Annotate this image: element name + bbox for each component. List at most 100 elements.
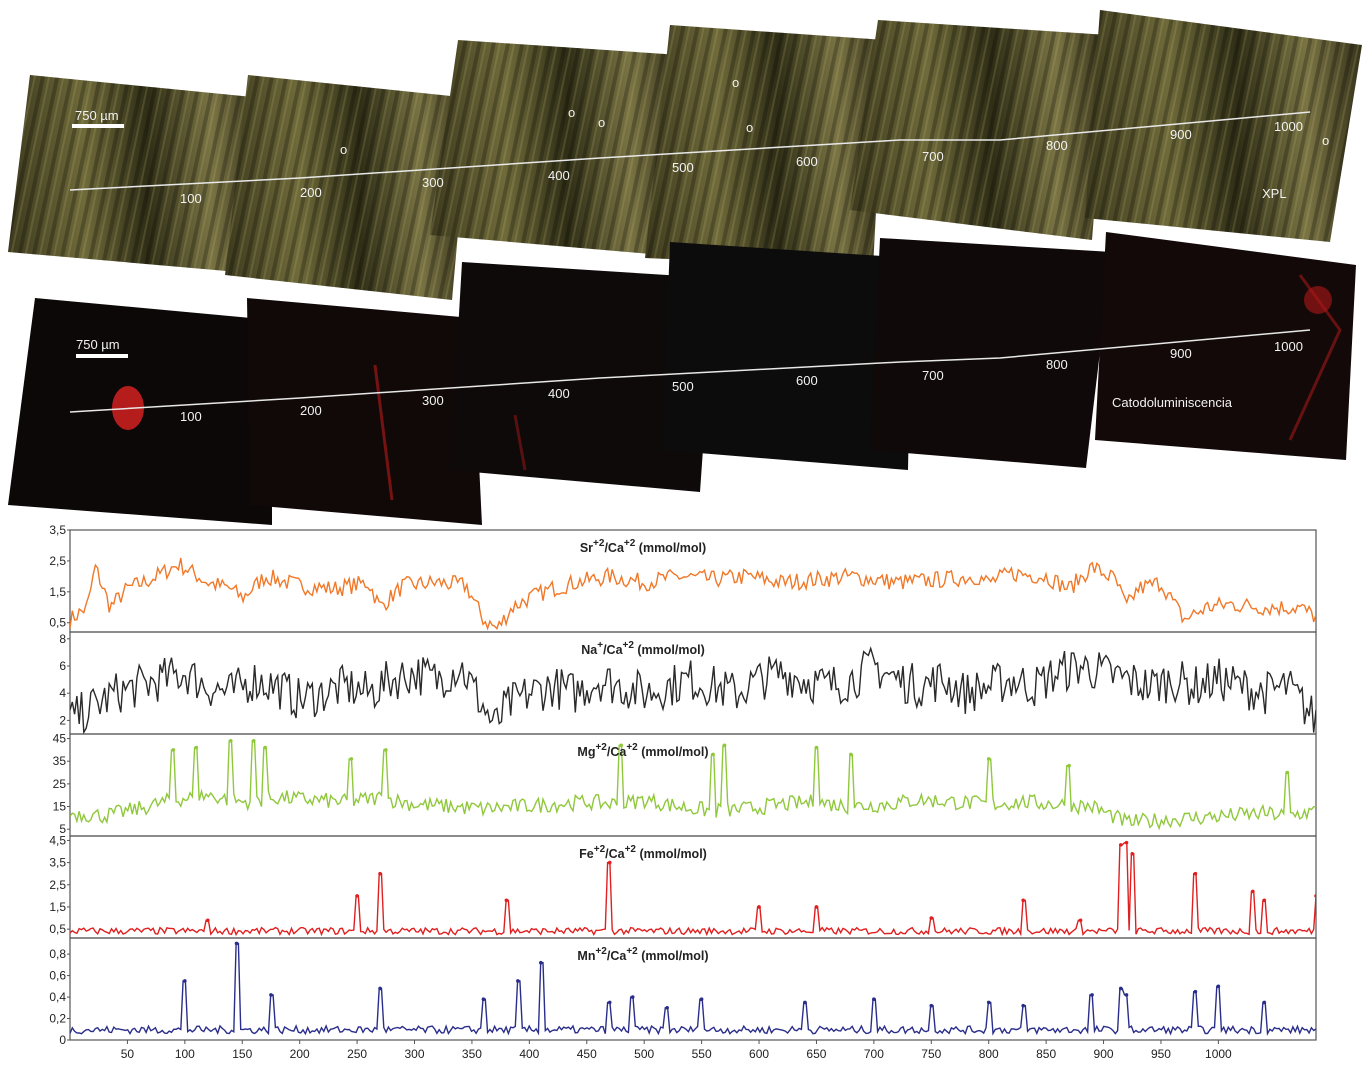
sample-mark: o <box>340 142 347 157</box>
panel-title-mg: Mg+2/Ca+2 (mmol/mol) <box>577 742 708 759</box>
y-tick-label: 1,5 <box>49 900 66 914</box>
xpl-label-100: 100 <box>180 191 202 206</box>
spike-point <box>1193 989 1198 994</box>
spike-point <box>206 918 210 923</box>
y-tick-label: 0,8 <box>49 947 66 961</box>
spike-point <box>1285 770 1290 775</box>
spike-point <box>228 739 233 743</box>
spike-point <box>504 898 509 903</box>
x-tick-label: 150 <box>232 1047 252 1061</box>
y-tick-label: 0,2 <box>49 1012 66 1026</box>
spike-point <box>607 860 612 865</box>
spike-point <box>803 1000 807 1005</box>
xpl-label-900: 900 <box>1170 127 1192 142</box>
panel-title-sr: Sr+2/Ca+2 (mmol/mol) <box>580 538 706 555</box>
spike-point <box>269 993 273 997</box>
cl-label: Catodoluminiscencia <box>1112 395 1233 410</box>
series-line-fe <box>70 842 1316 937</box>
x-tick-label: 900 <box>1094 1047 1114 1061</box>
xpl-traverse-line <box>69 111 1311 191</box>
y-tick-label: 3,5 <box>49 856 66 870</box>
cl-scale-bar <box>76 354 128 358</box>
x-tick-label: 850 <box>1036 1047 1056 1061</box>
photomicrograph-mosaic: 750 µm 750 µm 100 200 300 400 500 600 70… <box>8 10 1362 525</box>
y-tick-label: 25 <box>53 777 67 791</box>
spike-point <box>1118 843 1123 847</box>
spike-point <box>607 1000 612 1005</box>
cl-distance-labels: 100 200 300 400 500 600 700 800 900 1000 <box>180 339 1303 424</box>
spike-point <box>1021 1003 1025 1008</box>
spike-point <box>699 997 704 1001</box>
spike-point <box>378 986 382 991</box>
cl-label-1000: 1000 <box>1274 339 1303 354</box>
spike-point <box>722 743 727 748</box>
y-tick-label: 3,5 <box>49 523 66 537</box>
panel-title-na: Na+/Ca+2 (mmol/mol) <box>581 640 705 657</box>
panel-fe: 4,5 3,5 2,5 1,5 0,5 Fe+2/Ca+2 (mmol/mol) <box>49 833 1317 939</box>
xpl-distance-labels: 100 200 300 400 500 600 700 800 900 1000 <box>180 119 1303 206</box>
spike-point <box>194 745 199 750</box>
spike-point <box>539 960 543 965</box>
x-tick-label: 50 <box>121 1047 135 1061</box>
series-line-mg <box>70 740 1316 831</box>
panel-na: 8 6 4 2 Na+/Ca+2 (mmol/mol) <box>59 631 1317 735</box>
y-tick-label: 4,5 <box>49 833 66 847</box>
spike-point <box>929 916 934 920</box>
spike-point <box>665 1005 669 1010</box>
spike-point <box>1118 986 1123 991</box>
xpl-label-300: 300 <box>422 175 444 190</box>
spike-point <box>1216 984 1221 989</box>
xpl-label: XPL <box>1262 186 1287 201</box>
geochem-profiles-chart: 3,5 2,5 1,5 0,5 Sr+2/Ca+2 (mmol/mol) 8 6 4 2 Na+/… <box>49 523 1317 1061</box>
cl-label-900: 900 <box>1170 346 1192 361</box>
spike-point <box>630 995 635 999</box>
cl-label-500: 500 <box>672 379 694 394</box>
x-tick-label: 950 <box>1151 1047 1171 1061</box>
spike-point <box>1262 1000 1267 1005</box>
panel-mn: 0,8 0,6 0,4 0,2 0 Mn+2/Ca+2 (mmol/mol) <box>49 937 1317 1047</box>
xpl-label-200: 200 <box>300 185 322 200</box>
spike-point <box>929 1003 934 1008</box>
spike-point <box>1124 993 1129 997</box>
y-tick-label: 15 <box>53 800 67 814</box>
xpl-label-700: 700 <box>922 149 944 164</box>
x-tick-label: 800 <box>979 1047 999 1061</box>
y-tick-label: 6 <box>59 659 66 673</box>
spike-point <box>1262 898 1267 903</box>
x-tick-label: 700 <box>864 1047 884 1061</box>
spike-point <box>481 997 486 1001</box>
sample-mark: o <box>1322 133 1329 148</box>
spike-point <box>1314 894 1316 898</box>
y-tick-label: 1,5 <box>49 585 66 599</box>
y-tick-label: 35 <box>53 754 67 768</box>
spike-point <box>1078 918 1083 923</box>
x-tick-label: 1000 <box>1205 1047 1232 1061</box>
cl-label-400: 400 <box>548 386 570 401</box>
spike-point <box>234 941 239 946</box>
spike-point <box>1130 851 1135 856</box>
series-line-sr <box>70 557 1316 631</box>
spike-point <box>384 748 388 752</box>
spike-point <box>1090 993 1094 997</box>
xpl-scale-bar <box>72 124 124 128</box>
cl-tiles <box>8 232 1356 525</box>
spike-point <box>1067 763 1071 768</box>
xpl-label-800: 800 <box>1046 138 1068 153</box>
spike-point <box>711 752 715 757</box>
sample-mark: o <box>732 75 739 90</box>
cl-label-300: 300 <box>422 393 444 408</box>
spike-point <box>849 752 853 757</box>
panel-title-fe: Fe+2/Ca+2 (mmol/mol) <box>579 844 707 861</box>
cl-label-200: 200 <box>300 403 322 418</box>
cl-scale-label: 750 µm <box>76 337 120 352</box>
spike-point <box>263 745 268 750</box>
spike-point <box>516 979 520 983</box>
spike-point <box>814 745 819 750</box>
panel-frame <box>69 937 1317 1041</box>
sample-marks: o o o o o o <box>340 75 1329 157</box>
spike-point <box>619 743 624 748</box>
spike-point <box>171 748 176 752</box>
cl-traverse-line <box>69 329 1311 413</box>
spike-point <box>986 1000 991 1005</box>
xpl-tiles <box>8 10 1362 300</box>
